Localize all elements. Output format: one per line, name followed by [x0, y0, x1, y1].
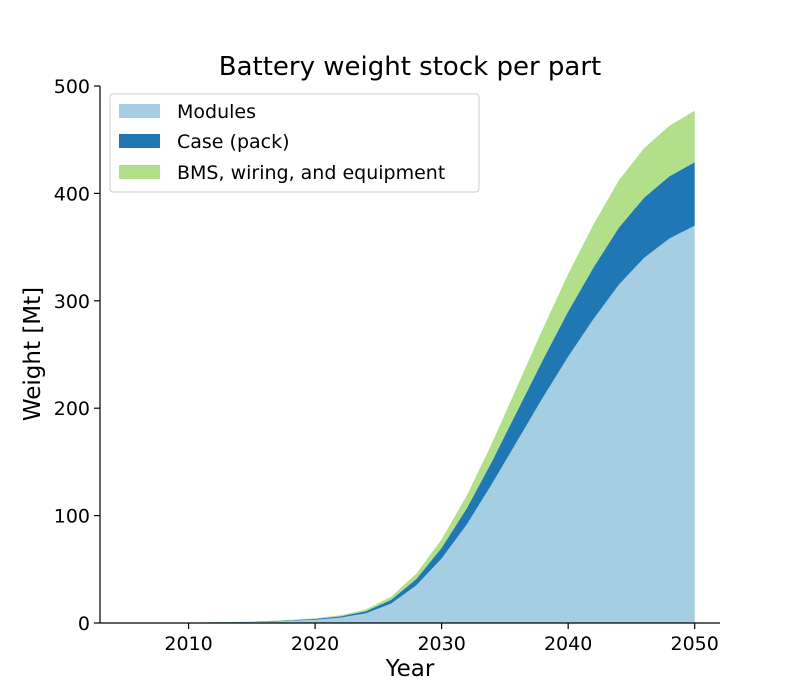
x-ticks: 2010 2020 2030 2040 2050 — [164, 623, 719, 655]
y-axis-label: Weight [Mt] — [20, 287, 46, 421]
y-tick-label: 200 — [54, 398, 90, 420]
legend-frame — [109, 93, 480, 193]
x-tick-label: 2030 — [417, 633, 465, 655]
legend-swatch-modules — [119, 104, 160, 118]
y-tick-label: 400 — [54, 183, 90, 205]
legend-swatch-case — [119, 134, 160, 148]
legend-label-case: Case (pack) — [177, 131, 290, 153]
legend-swatch-bms — [119, 165, 160, 179]
chart-title: Battery weight stock per part — [219, 52, 601, 82]
x-tick-label: 2010 — [164, 633, 212, 655]
area-series-2 — [125, 110, 695, 623]
plot-areas — [125, 110, 695, 623]
x-tick-label: 2050 — [671, 633, 719, 655]
x-tick-label: 2020 — [291, 633, 339, 655]
legend-label-modules: Modules — [177, 101, 256, 123]
y-tick-label: 300 — [54, 291, 90, 313]
area-series-0 — [125, 225, 695, 623]
x-axis-label: Year — [385, 656, 435, 682]
legend-label-bms: BMS, wiring, and equipment — [177, 162, 445, 184]
legend: Modules Case (pack) BMS, wiring, and equ… — [109, 93, 480, 193]
y-ticks: 0 100 200 300 400 500 — [54, 76, 100, 635]
x-tick-label: 2040 — [544, 633, 592, 655]
y-tick-label: 0 — [78, 613, 90, 635]
y-tick-label: 500 — [54, 76, 90, 98]
area-series-1 — [125, 162, 695, 623]
y-tick-label: 100 — [54, 506, 90, 528]
